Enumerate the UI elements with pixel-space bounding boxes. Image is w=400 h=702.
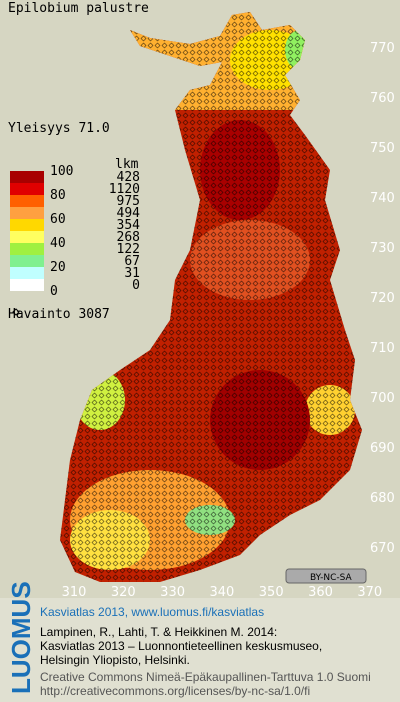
logo: LUOMUS [6, 581, 36, 694]
footer-bg [0, 598, 400, 702]
y-grid-label: 680 [370, 491, 395, 506]
x-grid-label: 350 [259, 585, 284, 600]
legend-scale-label: 100 [50, 164, 73, 179]
x-grid-label: 360 [308, 585, 333, 600]
y-grid-label: 690 [370, 441, 395, 456]
legend-swatch [10, 219, 44, 231]
legend-count: 494 [117, 206, 141, 221]
citation-line: Helsingin Yliopisto, Helsinki. [40, 653, 190, 667]
license-badge-text: BY-NC-SA [310, 573, 353, 583]
license-line: http://creativecommons.org/licenses/by-n… [40, 684, 310, 698]
legend-swatch [10, 279, 44, 291]
observation-symbol [12, 308, 20, 316]
legend-swatch [10, 195, 44, 207]
legend-count: 31 [124, 266, 140, 281]
y-grid-label: 720 [370, 291, 395, 306]
legend-count: 268 [117, 230, 140, 245]
y-grid-label: 700 [370, 391, 395, 406]
y-grid-label: 770 [370, 41, 395, 56]
x-grid-label: 370 [357, 585, 382, 600]
frequency: Yleisyys 71.0 [8, 121, 110, 136]
x-grid-label: 340 [209, 585, 234, 600]
distribution-map [60, 12, 362, 582]
y-grid-label: 760 [370, 91, 395, 106]
legend-unit: lkm [115, 157, 139, 172]
legend-swatch [10, 231, 44, 243]
legend-scale-label: 60 [50, 212, 66, 227]
x-grid-label: 330 [160, 585, 185, 600]
y-grid-label: 670 [370, 541, 395, 556]
y-grid-label: 710 [370, 341, 395, 356]
x-grid-label: 320 [111, 585, 136, 600]
legend-count: 975 [117, 194, 140, 209]
legend-swatch [10, 171, 44, 183]
legend-count: 1120 [109, 182, 140, 197]
legend-swatch [10, 183, 44, 195]
footer-link[interactable]: Kasviatlas 2013, www.luomus.fi/kasviatla… [40, 605, 264, 619]
legend-scale-label: 0 [50, 284, 58, 299]
citation-line: Kasviatlas 2013 – Luonnontieteellinen ke… [40, 639, 322, 653]
y-grid-label: 750 [370, 141, 395, 156]
y-grid-label: 740 [370, 191, 395, 206]
legend-count: 354 [117, 218, 141, 233]
legend-swatch [10, 255, 44, 267]
legend-swatch [10, 207, 44, 219]
legend-count: 122 [117, 242, 140, 257]
legend-count: 428 [117, 170, 140, 185]
observations: Havainto 3087 [8, 307, 110, 322]
license-badge [285, 568, 367, 584]
citation-line: Lampinen, R., Lahti, T. & Heikkinen M. 2… [40, 625, 277, 639]
map-title: Epilobium palustre [8, 1, 149, 16]
legend-swatch [10, 267, 44, 279]
legend-scale-label: 20 [50, 260, 66, 275]
license-line: Creative Commons Nimeä-Epäkaupallinen-Ta… [40, 670, 371, 684]
legend-swatch [10, 243, 44, 255]
y-grid-label: 730 [370, 241, 395, 256]
legend-count: 0 [132, 278, 140, 293]
legend-scale-label: 80 [50, 188, 66, 203]
legend-scale-label: 40 [50, 236, 66, 251]
legend-count: 67 [124, 254, 140, 269]
x-grid-label: 310 [62, 585, 87, 600]
